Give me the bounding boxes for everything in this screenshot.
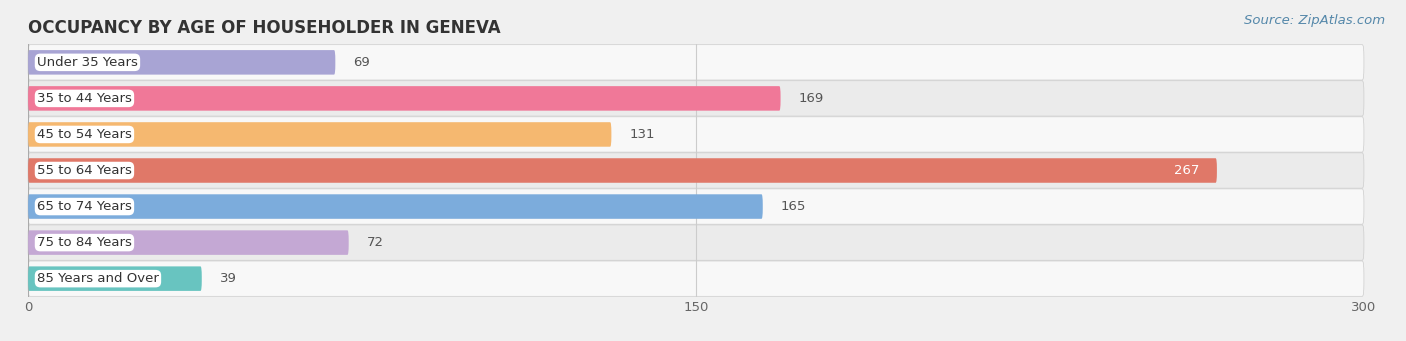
- FancyBboxPatch shape: [28, 50, 336, 75]
- Text: 55 to 64 Years: 55 to 64 Years: [37, 164, 132, 177]
- Text: 131: 131: [630, 128, 655, 141]
- Text: 35 to 44 Years: 35 to 44 Years: [37, 92, 132, 105]
- Text: 39: 39: [219, 272, 236, 285]
- FancyBboxPatch shape: [28, 225, 1364, 260]
- FancyBboxPatch shape: [28, 158, 1218, 183]
- FancyBboxPatch shape: [28, 194, 763, 219]
- FancyBboxPatch shape: [28, 122, 612, 147]
- Text: 85 Years and Over: 85 Years and Over: [37, 272, 159, 285]
- FancyBboxPatch shape: [28, 153, 1364, 188]
- Text: 169: 169: [799, 92, 824, 105]
- Text: 267: 267: [1174, 164, 1199, 177]
- FancyBboxPatch shape: [28, 45, 1364, 80]
- Text: 65 to 74 Years: 65 to 74 Years: [37, 200, 132, 213]
- Text: 69: 69: [353, 56, 370, 69]
- FancyBboxPatch shape: [28, 81, 1364, 116]
- Text: 45 to 54 Years: 45 to 54 Years: [37, 128, 132, 141]
- FancyBboxPatch shape: [28, 261, 1364, 296]
- Text: OCCUPANCY BY AGE OF HOUSEHOLDER IN GENEVA: OCCUPANCY BY AGE OF HOUSEHOLDER IN GENEV…: [28, 19, 501, 37]
- Text: Source: ZipAtlas.com: Source: ZipAtlas.com: [1244, 14, 1385, 27]
- FancyBboxPatch shape: [28, 230, 349, 255]
- FancyBboxPatch shape: [28, 189, 1364, 224]
- Text: Under 35 Years: Under 35 Years: [37, 56, 138, 69]
- Text: 72: 72: [367, 236, 384, 249]
- FancyBboxPatch shape: [28, 117, 1364, 152]
- FancyBboxPatch shape: [28, 266, 202, 291]
- FancyBboxPatch shape: [28, 86, 780, 111]
- Text: 165: 165: [780, 200, 806, 213]
- Text: 75 to 84 Years: 75 to 84 Years: [37, 236, 132, 249]
